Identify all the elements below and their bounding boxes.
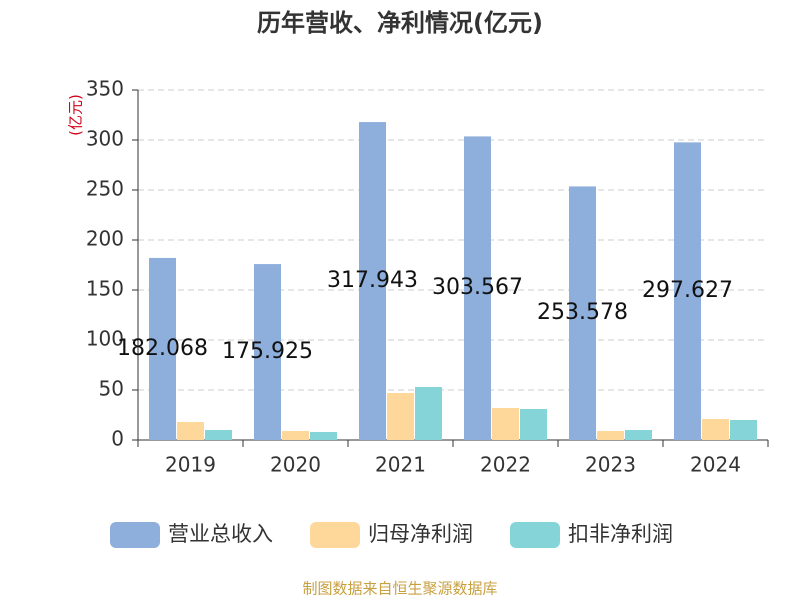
bar <box>310 432 337 440</box>
chart-title: 历年营收、净利情况(亿元) <box>257 9 543 37</box>
value-label: 303.567 <box>432 275 523 300</box>
value-label: 317.943 <box>327 268 418 293</box>
bar <box>730 420 757 440</box>
y-axis-label: (亿元) <box>67 94 85 136</box>
y-tick-label: 150 <box>86 277 124 301</box>
bar <box>674 142 701 441</box>
bar <box>520 409 547 440</box>
bar <box>702 419 729 440</box>
x-tick-label: 2019 <box>165 453 216 477</box>
bar <box>492 408 519 440</box>
bar <box>149 257 176 440</box>
y-tick-label: 300 <box>86 127 124 151</box>
y-tick-label: 100 <box>86 327 124 351</box>
x-tick-label: 2023 <box>585 453 636 477</box>
bar <box>569 186 596 440</box>
bar <box>464 136 491 441</box>
y-tick-label: 200 <box>86 227 124 251</box>
legend-swatch <box>110 522 160 548</box>
source-note: 制图数据来自恒生聚源数据库 <box>302 580 497 598</box>
x-tick-label: 2020 <box>270 453 321 477</box>
bar <box>282 431 309 440</box>
y-tick-label: 50 <box>99 377 124 401</box>
bar <box>625 430 652 440</box>
legend-swatch <box>510 522 560 548</box>
x-tick-label: 2021 <box>375 453 426 477</box>
bar <box>597 431 624 440</box>
legend-label: 扣非净利润 <box>568 522 673 546</box>
value-label: 253.578 <box>537 300 628 325</box>
legend-label: 营业总收入 <box>168 522 273 546</box>
value-label: 182.068 <box>117 336 208 361</box>
bar <box>177 422 204 440</box>
bar <box>387 393 414 440</box>
y-tick-label: 250 <box>86 177 124 201</box>
x-tick-label: 2022 <box>480 453 531 477</box>
value-label: 175.925 <box>222 339 313 364</box>
y-tick-label: 0 <box>111 427 124 451</box>
bar <box>205 430 232 440</box>
legend-label: 归母净利润 <box>368 522 473 546</box>
y-tick-label: 350 <box>86 77 124 101</box>
bar <box>415 387 442 440</box>
legend-swatch <box>310 522 360 548</box>
value-label: 297.627 <box>642 278 733 303</box>
x-tick-label: 2024 <box>690 453 741 477</box>
bar <box>254 264 281 440</box>
bar <box>359 122 386 440</box>
